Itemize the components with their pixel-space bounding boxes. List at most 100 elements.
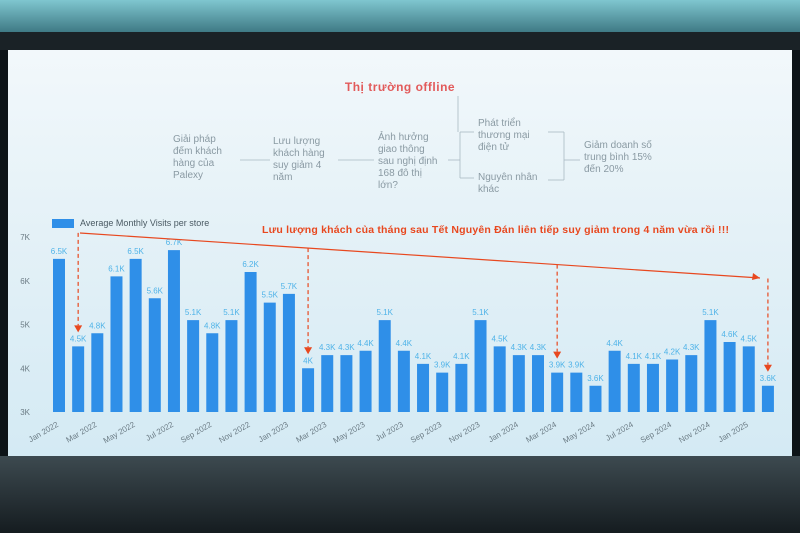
bar	[551, 372, 564, 412]
flow-node-palexy: Giải pháp đếm khách hàng của Palexy	[173, 134, 222, 181]
bar	[53, 258, 65, 412]
bar	[436, 372, 449, 412]
data-label: 4.1K	[453, 352, 470, 361]
data-label: 3.9K	[549, 361, 566, 370]
data-label: 4.3K	[683, 343, 700, 352]
bar	[110, 276, 123, 412]
x-tick-label: Jul 2024	[604, 420, 635, 443]
x-tick-label: May 2022	[102, 420, 137, 446]
bar	[148, 298, 161, 412]
x-tick-label: Sep 2023	[409, 420, 444, 445]
drop-arrowhead	[74, 325, 83, 333]
x-tick-label: Mar 2022	[65, 420, 99, 445]
x-tick-label: Mar 2024	[524, 420, 558, 445]
legend-label: Average Monthly Visits per store	[80, 218, 210, 228]
bar	[263, 302, 276, 412]
data-label: 4.4K	[396, 339, 413, 348]
data-label: 4.6K	[721, 330, 738, 339]
data-label: 6.7K	[166, 238, 183, 247]
x-tick-label: Jan 2023	[257, 420, 290, 445]
bar	[72, 346, 85, 412]
x-tick-label: Jan 2024	[487, 420, 520, 445]
bar	[532, 355, 544, 412]
data-label: 4.8K	[89, 321, 106, 330]
flow-node-ecommerce: Phát triển thương mại điện tử	[478, 118, 530, 153]
annotation-text: Lưu lượng khách của tháng sau Tết Nguyên…	[262, 224, 730, 236]
flow-node-decree-168: Ảnh hưởng giao thông sau nghị định 168 đ…	[378, 132, 438, 191]
data-label: 3.6K	[760, 374, 777, 383]
bar	[474, 320, 487, 412]
data-label: 3.9K	[434, 361, 451, 370]
venue-ceiling	[0, 0, 800, 32]
bar	[570, 372, 583, 412]
bar	[493, 346, 506, 412]
data-label: 4.5K	[491, 334, 508, 343]
bar	[378, 320, 391, 412]
data-label: 6.1K	[108, 264, 125, 273]
trend-arrowhead	[752, 273, 760, 280]
data-label: 4.2K	[664, 348, 681, 357]
data-label: 4.4K	[606, 339, 623, 348]
bar	[608, 350, 621, 412]
data-label: 3.6K	[587, 374, 604, 383]
x-tick-label: May 2024	[562, 420, 597, 446]
bar	[589, 385, 602, 412]
data-label: 5.1K	[472, 308, 489, 317]
x-tick-label: Nov 2023	[447, 420, 482, 445]
bar	[666, 359, 679, 412]
flow-node-revenue-drop: Giảm doanh số trung bình 15% đến 20%	[584, 140, 652, 175]
presentation-slide: Thị trường offline Giải pháp đếm khách h…	[8, 50, 792, 456]
bar	[321, 355, 334, 412]
drop-arrowhead	[553, 351, 562, 359]
drop-arrowhead	[763, 364, 772, 372]
x-tick-label: May 2023	[332, 420, 367, 446]
x-tick-label: Nov 2022	[217, 420, 252, 445]
data-label: 6.5K	[51, 247, 68, 256]
bar	[167, 250, 180, 412]
bar	[704, 320, 717, 412]
bar	[685, 355, 698, 412]
y-tick-label: 6K	[20, 277, 30, 286]
data-label: 5.6K	[147, 286, 164, 295]
data-label: 6.5K	[127, 247, 144, 256]
data-label: 4.3K	[511, 343, 528, 352]
x-tick-label: Jan 2022	[27, 420, 60, 445]
bar	[206, 333, 219, 412]
bar	[359, 350, 372, 412]
x-tick-label: Jul 2022	[144, 420, 175, 443]
data-label: 4.3K	[530, 343, 547, 352]
bar	[340, 355, 353, 412]
data-label: 4.3K	[338, 343, 355, 352]
data-label: 5.1K	[185, 308, 202, 317]
drop-arrowhead	[304, 347, 313, 355]
y-tick-label: 5K	[20, 321, 30, 330]
bar	[646, 363, 659, 412]
bar	[91, 333, 104, 412]
data-label: 5.5K	[262, 291, 279, 300]
bar	[761, 385, 774, 412]
data-label: 4.1K	[626, 352, 643, 361]
bar	[455, 363, 468, 412]
chart-legend: Average Monthly Visits per store	[52, 218, 209, 228]
data-label: 5.1K	[702, 308, 719, 317]
data-label: 4.4K	[357, 339, 374, 348]
data-label: 5.1K	[376, 308, 393, 317]
flow-node-other-causes: Nguyên nhân khác	[478, 172, 538, 195]
x-tick-label: Sep 2022	[179, 420, 214, 445]
x-tick-label: Jul 2023	[374, 420, 405, 443]
bar	[282, 293, 295, 412]
data-label: 3.9K	[568, 361, 585, 370]
data-label: 5.1K	[223, 308, 240, 317]
bar	[244, 272, 257, 412]
data-label: 4.1K	[415, 352, 432, 361]
x-tick-label: Sep 2024	[639, 420, 674, 445]
bar	[627, 363, 640, 412]
bar	[302, 368, 315, 412]
data-label: 4.3K	[319, 343, 336, 352]
bar	[225, 320, 238, 412]
y-tick-label: 3K	[20, 408, 30, 417]
bar	[742, 346, 755, 412]
data-label: 5.7K	[281, 282, 298, 291]
stage-floor	[0, 456, 800, 533]
x-tick-label: Mar 2023	[294, 420, 328, 445]
